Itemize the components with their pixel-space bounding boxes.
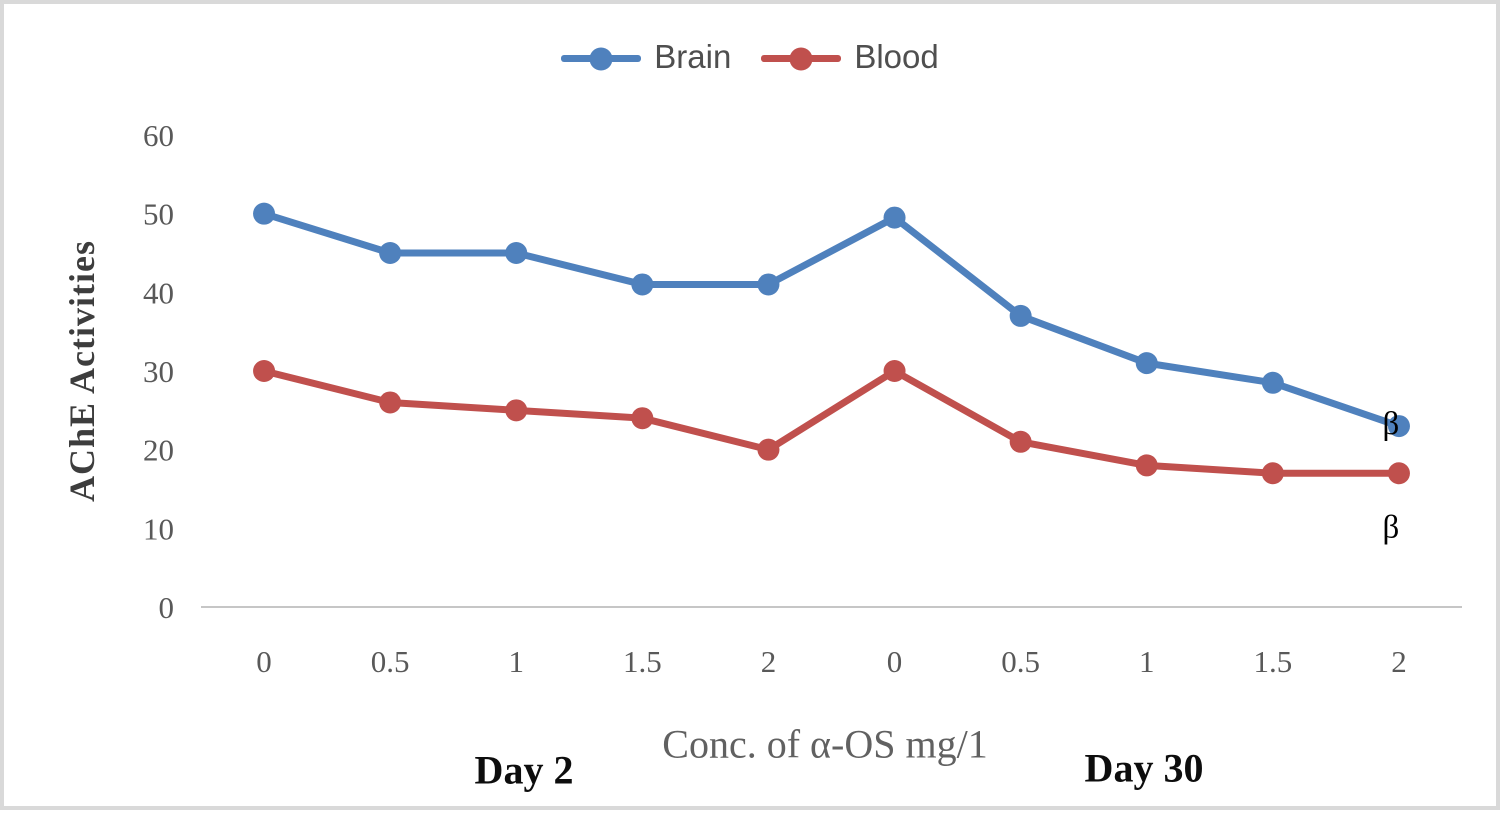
y-tick-label: 0 — [159, 590, 175, 625]
x-tick-label: 1 — [509, 644, 525, 679]
data-point-brain — [757, 273, 780, 296]
data-point-blood — [253, 360, 276, 382]
data-point-brain — [631, 273, 654, 296]
data-point-brain — [1135, 352, 1158, 375]
x-tick-label: 0 — [256, 644, 272, 679]
y-tick-label: 40 — [143, 275, 174, 310]
beta-annotation-blood: β — [1383, 509, 1400, 545]
legend: Brain Blood — [4, 40, 1496, 77]
y-tick-label: 50 — [143, 197, 174, 232]
x-axis-title: Conc. of α-OS mg/1 — [662, 721, 988, 767]
data-point-blood — [1009, 430, 1032, 453]
group-label-day30: Day 30 — [1084, 745, 1204, 791]
legend-item-brain: Brain — [561, 40, 731, 77]
y-tick-label: 30 — [143, 354, 174, 389]
x-tick-label: 2 — [1391, 644, 1407, 679]
data-point-blood — [631, 407, 654, 430]
data-point-brain — [1009, 304, 1032, 327]
series-line-brain — [260, 210, 1403, 430]
data-point-brain — [505, 242, 528, 264]
group-label-day2: Day 2 — [474, 747, 574, 793]
x-tick-label: 0.5 — [371, 644, 410, 679]
beta-annotation-brain: β — [1383, 406, 1400, 442]
brain-marker-dot — [589, 47, 613, 70]
brain-line-swatch — [561, 47, 642, 70]
data-point-blood — [1387, 462, 1410, 485]
y-axis-title: AChE Activities — [62, 240, 102, 502]
series-line-blood — [260, 367, 1403, 477]
x-tick-label: 0 — [887, 644, 903, 679]
legend-label-brain: Brain — [654, 38, 732, 75]
data-point-brain — [379, 242, 402, 264]
data-point-blood — [379, 391, 402, 414]
y-tick-label: 60 — [143, 118, 174, 153]
data-point-blood — [505, 399, 528, 422]
x-tick-label: 1.5 — [623, 644, 662, 679]
blood-line-swatch — [761, 47, 842, 70]
legend-item-blood: Blood — [761, 38, 939, 77]
legend-label-blood: Blood — [854, 38, 939, 75]
data-point-brain — [253, 202, 276, 225]
y-tick-label: 10 — [143, 511, 174, 546]
data-point-blood — [883, 360, 906, 382]
data-point-blood — [757, 438, 780, 461]
data-point-blood — [1261, 462, 1284, 485]
x-tick-label: 2 — [761, 644, 777, 679]
x-tick-label: 0.5 — [1001, 644, 1040, 679]
data-point-brain — [1387, 415, 1410, 438]
data-point-brain — [1261, 371, 1284, 394]
data-point-brain — [883, 206, 906, 229]
x-tick-label: 1.5 — [1253, 644, 1292, 679]
data-point-blood — [1135, 454, 1158, 477]
x-tick-label: 1 — [1139, 644, 1155, 679]
blood-marker-dot — [789, 47, 813, 70]
y-tick-label: 20 — [143, 433, 174, 468]
